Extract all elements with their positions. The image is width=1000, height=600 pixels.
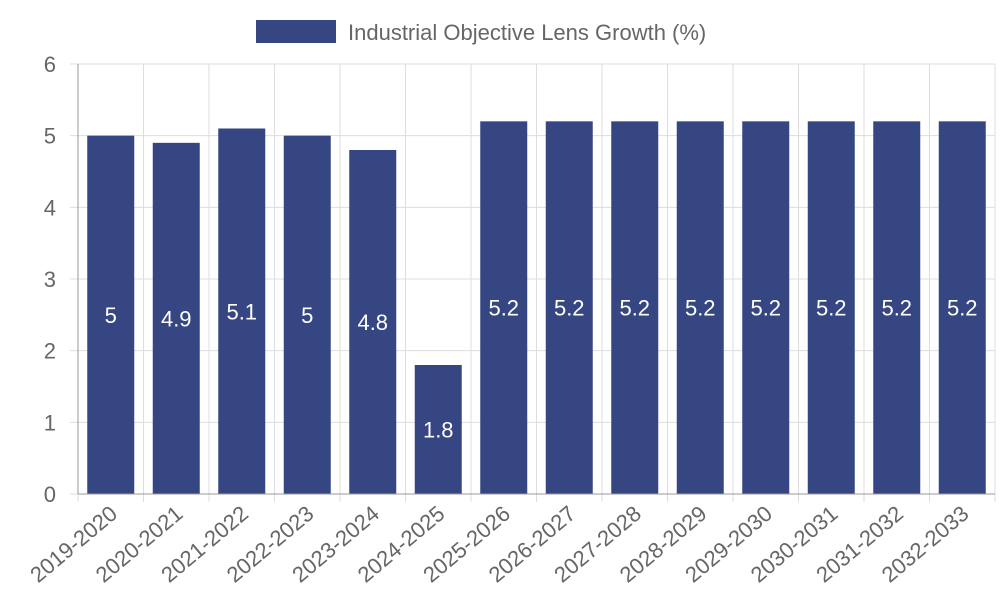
bar[interactable] — [480, 121, 528, 494]
bar-data-label: 5.2 — [750, 296, 781, 321]
bar-data-label: 1.8 — [423, 418, 454, 443]
bar[interactable] — [349, 150, 397, 494]
legend-label[interactable]: Industrial Objective Lens Growth (%) — [348, 20, 706, 45]
legend-swatch[interactable] — [256, 20, 336, 43]
bar[interactable] — [152, 142, 200, 495]
bar-data-label: 5 — [301, 303, 313, 328]
bar-data-label: 5.2 — [488, 296, 519, 321]
y-tick-label: 5 — [44, 124, 56, 149]
bar[interactable] — [218, 128, 266, 495]
bar-data-label: 4.9 — [161, 306, 192, 331]
bar-data-label: 5.2 — [554, 296, 585, 321]
y-tick-label: 4 — [44, 195, 56, 220]
y-tick-label: 2 — [44, 339, 56, 364]
bar-data-label: 5 — [105, 303, 117, 328]
bars: 5 4.9 5.1 5 4.8 1.8 5.2 5.2 5.2 5.2 5.2 5.2 5.2 5.2 — [87, 121, 986, 495]
y-tick-label: 0 — [44, 482, 56, 507]
bar[interactable] — [414, 365, 462, 494]
bar[interactable] — [938, 121, 986, 494]
bar[interactable] — [611, 121, 659, 494]
y-tick-label: 1 — [44, 410, 56, 435]
bar[interactable] — [807, 121, 855, 494]
grid-lines — [77, 63, 996, 495]
bar[interactable] — [87, 135, 135, 494]
bar-data-label: 5.2 — [619, 296, 650, 321]
legend[interactable]: Industrial Objective Lens Growth (%) — [256, 20, 706, 45]
bar-data-label: 5.2 — [816, 296, 847, 321]
bar-data-label: 5.2 — [881, 296, 912, 321]
y-tick-label: 3 — [44, 267, 56, 292]
bar[interactable] — [545, 121, 593, 494]
bar[interactable] — [742, 121, 790, 494]
bar-data-label: 4.8 — [357, 310, 388, 335]
bar[interactable] — [676, 121, 724, 494]
y-tick-label: 6 — [44, 52, 56, 77]
bar-data-label: 5.2 — [947, 296, 978, 321]
bar-data-label: 5.2 — [685, 296, 716, 321]
bar[interactable] — [283, 135, 331, 494]
bar[interactable] — [873, 121, 921, 494]
bar-data-label: 5.1 — [226, 299, 257, 324]
